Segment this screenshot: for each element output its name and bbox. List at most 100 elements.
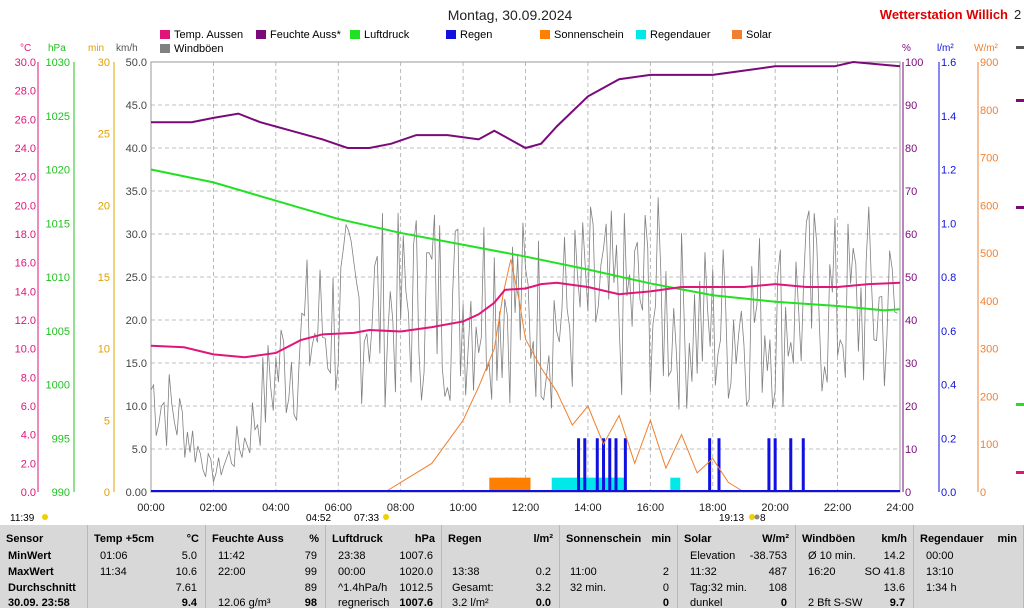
- unit-solar: W/m²: [974, 43, 999, 54]
- stats-cell-label: MaxWert: [8, 566, 54, 578]
- stats-cell-label: 3.2 l/m²: [452, 597, 489, 609]
- legend-label: Temp. Aussen: [174, 29, 243, 41]
- marker-sunset-tail: 8: [760, 513, 766, 524]
- tick-label-rain: 1.4: [941, 111, 956, 123]
- x-tick-label: 10:00: [449, 502, 477, 514]
- stats-cell-value: 14.2: [883, 550, 905, 562]
- tick-label-temp: 2.0: [21, 458, 36, 470]
- stats-panel: Sensor MinWert MaxWert Durchschnitt 30.09. 2…: [0, 525, 1024, 609]
- marker-sunset-time: 19:13: [719, 513, 744, 524]
- tick-label-wind: 25.0: [126, 272, 147, 284]
- bar-regen: [773, 438, 777, 492]
- bar-regendauer: [601, 477, 612, 492]
- tick-label-wind: 5.0: [132, 444, 147, 456]
- left-axes: 30.0 28.0 26.0 24.0 22.0 20.0 18.0 16.0 14.0 12.0…: [15, 57, 152, 499]
- right-axes: 10090807060504030201001.61.41.21.00.80.6…: [902, 46, 1024, 499]
- bar-sonnenschein: [520, 477, 531, 492]
- tick-label-rain: 0.6: [941, 326, 956, 338]
- stats-unit-rain: l/m²: [533, 533, 553, 545]
- tick-label-humidity: 60: [905, 229, 917, 241]
- edge-marker-temp: [1016, 471, 1024, 474]
- tick-label-temp: 0.0: [21, 487, 36, 499]
- tick-label-solar: 800: [980, 105, 998, 117]
- legend-label: Regendauer: [650, 29, 711, 41]
- series-line-windboeen: [150, 197, 898, 483]
- tick-label-wind: 10.0: [126, 401, 147, 413]
- stats-cell-value: 0: [662, 582, 669, 594]
- stats-cell-value: SO 41.8: [864, 566, 905, 578]
- stats-col-raindur: Regendauer min 00:00 13:10 1:34 h: [914, 525, 1024, 608]
- legend-label: Sonnenschein: [554, 29, 624, 41]
- tick-label-pressure: 1000: [46, 380, 70, 392]
- stats-cell-value: 2: [662, 566, 669, 578]
- stats-header-temp: Temp +5cm: [94, 533, 155, 545]
- legend-swatch: [636, 30, 646, 39]
- stats-header-raindur: Regendauer: [920, 533, 984, 545]
- tick-label-solar: 600: [980, 200, 998, 212]
- tick-label-temp: 10.0: [15, 344, 36, 356]
- x-tick-label: 20:00: [761, 502, 789, 514]
- tick-label-temp: 14.0: [15, 286, 36, 298]
- legend-label: Regen: [460, 29, 492, 41]
- tick-label-solar: 700: [980, 153, 998, 165]
- unit-minutes: min: [88, 43, 104, 54]
- tick-label-temp: 20.0: [15, 200, 36, 212]
- stats-cell-value: 0: [662, 597, 669, 609]
- tick-label-rain: 1.2: [941, 165, 956, 177]
- tick-label-solar: 300: [980, 344, 998, 356]
- tick-label-temp: 30.0: [15, 57, 36, 69]
- station-name: Wetterstation Willich: [880, 7, 1008, 22]
- legend: Temp. Aussen Feuchte Auss* Luftdruck Regen S…: [160, 29, 772, 55]
- x-tick-label: 02:00: [200, 502, 228, 514]
- x-tick-label: 12:00: [512, 502, 540, 514]
- edge-marker-pressure: [1016, 403, 1024, 406]
- stats-header-sensor: Sensor: [6, 533, 44, 545]
- stats-col-sensor: Sensor MinWert MaxWert Durchschnitt 30.09. 2…: [0, 525, 88, 609]
- stats-cell-value: 1007.6: [399, 550, 433, 562]
- tick-label-solar: 100: [980, 439, 998, 451]
- stats-cell-label: 11:00: [570, 566, 597, 578]
- series-line-humidity: [151, 60, 901, 150]
- tick-label-temp: 6.0: [21, 401, 36, 413]
- series-line-temp: [150, 281, 901, 359]
- tick-label-pressure: 1030: [46, 57, 70, 69]
- stats-cell-value: 98: [304, 597, 317, 609]
- tick-label-humidity: 90: [905, 100, 917, 112]
- stats-col-solar: Solar W/m² Elevation -38.753 11:32 487 Tag:32 …: [678, 525, 796, 609]
- tick-label-minutes: 0: [104, 487, 110, 499]
- stats-cell-label: 01:06: [100, 550, 128, 562]
- bar-regendauer: [614, 477, 625, 492]
- tick-label-pressure: 990: [52, 487, 70, 499]
- stats-cell-label: 30.09. 23:58: [8, 597, 70, 609]
- tick-label-wind: 20.0: [126, 315, 147, 327]
- stats-cell-label: 11:34: [100, 566, 127, 578]
- stats-cell-value: 0.2: [535, 566, 551, 578]
- legend-swatch: [160, 44, 170, 53]
- bar-regendauer: [576, 477, 587, 492]
- x-tick-label: 04:00: [262, 502, 290, 514]
- tick-label-solar: 200: [980, 391, 998, 403]
- tick-label-solar: 900: [980, 57, 998, 69]
- stats-unit-sun: min: [651, 533, 671, 545]
- stats-cell-label: ^1.4hPa/h: [338, 582, 388, 594]
- tick-label-pressure: 1010: [46, 272, 70, 284]
- tick-label-rain: 0.2: [941, 433, 956, 445]
- tick-label-rain: 0.8: [941, 272, 956, 284]
- legend-label: Windböen: [174, 43, 224, 55]
- tick-label-wind: 40.0: [126, 143, 147, 155]
- tick-label-pressure: 1025: [46, 111, 70, 123]
- tick-label-minutes: 15: [98, 272, 110, 284]
- x-tick-label: 08:00: [387, 502, 415, 514]
- legend-swatch: [350, 30, 360, 39]
- x-axis: 00:00 02:00 04:00 06:00 08:00 10:00 12:00 14:00…: [137, 502, 914, 514]
- stats-cell-value: 9.4: [181, 597, 197, 609]
- line-series: [150, 60, 901, 493]
- tick-label-temp: 24.0: [15, 143, 36, 155]
- stats-cell-label: Tag:32 min.: [690, 582, 747, 594]
- tick-label-minutes: 5: [104, 415, 110, 427]
- bar-regendauer: [561, 477, 572, 492]
- x-tick-label: 16:00: [637, 502, 665, 514]
- legend-swatch: [732, 30, 742, 39]
- x-tick-label: 00:00: [137, 502, 165, 514]
- bar-regen: [602, 438, 606, 492]
